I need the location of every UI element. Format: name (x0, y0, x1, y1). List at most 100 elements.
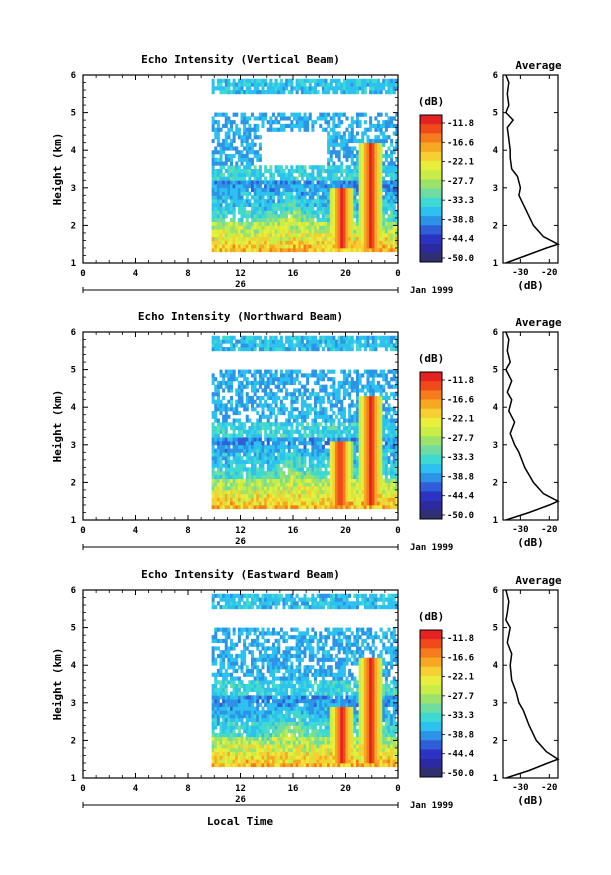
heatmap-cell (345, 456, 349, 461)
heatmap-cell (253, 169, 257, 174)
heatmap-cell (366, 474, 370, 480)
heatmap-cell (321, 493, 325, 498)
heatmap-cell (300, 169, 304, 174)
heatmap-cell (356, 429, 360, 434)
heatmap-cell (361, 247, 365, 253)
heatmap-cell (382, 414, 386, 419)
heatmap-cell (353, 229, 357, 234)
heatmap-cell (395, 467, 399, 472)
heatmap-cell (366, 232, 370, 238)
heatmap-cell (243, 236, 247, 241)
heatmap-cell (256, 497, 260, 502)
heatmap-cell (348, 407, 352, 412)
heatmap-cell (235, 150, 239, 155)
heatmap-cell (358, 172, 362, 177)
heatmap-cell (295, 217, 299, 223)
heatmap-cell (222, 217, 226, 223)
heatmap-cell (311, 373, 315, 378)
heatmap-cell (219, 214, 223, 219)
heatmap-cell (335, 90, 339, 95)
heatmap-cell (277, 339, 281, 344)
heatmap-cell (232, 377, 236, 382)
heatmap-cell (214, 112, 218, 117)
heatmap-cell (227, 407, 231, 412)
heatmap-cell (327, 82, 331, 87)
heatmap-cell (371, 191, 375, 196)
heatmap-cell (240, 199, 244, 204)
heatmap-cell (243, 131, 247, 136)
heatmap-cell (277, 384, 281, 389)
heatmap-cell (332, 217, 336, 223)
heatmap-cell (363, 191, 367, 196)
heatmap-cell (308, 347, 312, 352)
heatmap-cell (316, 236, 320, 241)
heatmap-cell (214, 225, 218, 230)
heatmap-cell (342, 347, 346, 352)
heatmap-cell (332, 187, 336, 192)
heatmap-cell (392, 217, 396, 223)
heatmap-cell (337, 82, 341, 87)
heatmap-cell (371, 414, 375, 419)
heatmap-cell (358, 459, 362, 464)
heatmap-cell (303, 232, 307, 238)
heatmap-cell (224, 426, 228, 431)
heatmap-cell (319, 441, 323, 446)
heatmap-cell (240, 90, 244, 95)
y-tick-label: 2 (71, 221, 76, 231)
heatmap-cell (224, 236, 228, 241)
heatmap-cell (371, 486, 375, 491)
heatmap-cell (235, 403, 239, 408)
heatmap-cell (356, 441, 360, 446)
heatmap-cell (387, 229, 391, 234)
heatmap-cell (224, 429, 228, 434)
heatmap-cell (395, 184, 399, 189)
heatmap-cell (377, 395, 381, 401)
heatmap-cell (340, 407, 344, 412)
heatmap-cell (293, 486, 297, 491)
heatmap-cell (274, 463, 278, 468)
heatmap-cell (337, 459, 341, 464)
heatmap-cell (264, 482, 268, 487)
heatmap-cell (285, 195, 289, 200)
heatmap-cell (230, 426, 234, 431)
heatmap-cell (258, 478, 262, 483)
heatmap-cell (290, 399, 294, 404)
heatmap-cell (345, 247, 349, 253)
heatmap-cell (361, 112, 365, 117)
heatmap-cell (392, 410, 396, 416)
heatmap-cell (274, 82, 278, 87)
heatmap-cell (248, 437, 252, 442)
heatmap-cell (232, 232, 236, 238)
heatmap-cell (256, 180, 260, 185)
heatmap-cell (395, 335, 399, 340)
heatmap-cell (353, 422, 357, 427)
heatmap-cell (227, 388, 231, 393)
heatmap-cell (295, 395, 299, 401)
heatmap-cell (282, 172, 286, 177)
heatmap-cell (345, 339, 349, 344)
heatmap-cell (274, 339, 278, 344)
heatmap-cell (321, 471, 325, 476)
heatmap-cell (272, 392, 276, 397)
heatmap-cell (363, 456, 367, 461)
heatmap-cell (279, 426, 283, 431)
heatmap-cell (390, 157, 394, 162)
heatmap-cell (222, 388, 226, 393)
heatmap-cell (306, 90, 310, 95)
heatmap-cell (230, 240, 234, 245)
heatmap-cell (216, 221, 220, 226)
heatmap-cell (395, 343, 399, 348)
heatmap-cell (230, 433, 234, 438)
heatmap-cell (290, 369, 294, 374)
heatmap-cell (335, 202, 339, 207)
heatmap-cell (377, 199, 381, 204)
heatmap-cell (356, 169, 360, 174)
heatmap-cell (261, 120, 265, 125)
heatmap-cell (319, 236, 323, 241)
heatmap-cell (293, 377, 297, 382)
heatmap-cell (348, 456, 352, 461)
heatmap-cell (266, 339, 270, 344)
heatmap-cell (287, 347, 291, 352)
heatmap-cell (329, 86, 333, 91)
heatmap-cell (366, 82, 370, 87)
